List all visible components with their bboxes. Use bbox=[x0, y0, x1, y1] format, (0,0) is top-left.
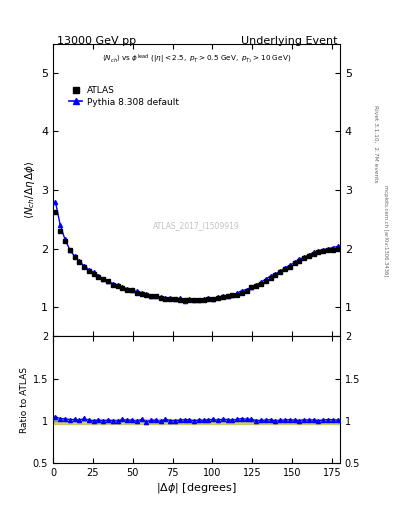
Y-axis label: Ratio to ATLAS: Ratio to ATLAS bbox=[20, 367, 29, 433]
X-axis label: $|\Delta\phi|$ [degrees]: $|\Delta\phi|$ [degrees] bbox=[156, 481, 237, 495]
Text: Underlying Event: Underlying Event bbox=[241, 36, 338, 46]
Text: ATLAS_2017_I1509919: ATLAS_2017_I1509919 bbox=[153, 221, 240, 229]
Text: mcplots.cern.ch [arXiv:1306.3436]: mcplots.cern.ch [arXiv:1306.3436] bbox=[383, 185, 387, 276]
Text: 13000 GeV pp: 13000 GeV pp bbox=[57, 36, 136, 46]
Legend: ATLAS, Pythia 8.308 default: ATLAS, Pythia 8.308 default bbox=[66, 83, 182, 109]
Text: Rivet 3.1.10,  2.7M events: Rivet 3.1.10, 2.7M events bbox=[373, 104, 378, 182]
Y-axis label: $\langle N_{ch}/\Delta\eta\,\Delta\phi\rangle$: $\langle N_{ch}/\Delta\eta\,\Delta\phi\r… bbox=[23, 161, 37, 219]
Text: $\langle N_{ch}\rangle$ vs $\phi^{\rm lead}$ ($|\eta| < 2.5,\ p_T > 0.5\ \mathrm: $\langle N_{ch}\rangle$ vs $\phi^{\rm le… bbox=[102, 52, 291, 66]
